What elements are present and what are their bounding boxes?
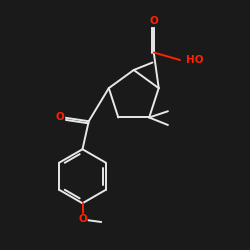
Text: O: O — [56, 112, 64, 122]
Text: HO: HO — [186, 55, 204, 65]
Text: O: O — [78, 214, 87, 224]
Text: O: O — [150, 16, 158, 26]
